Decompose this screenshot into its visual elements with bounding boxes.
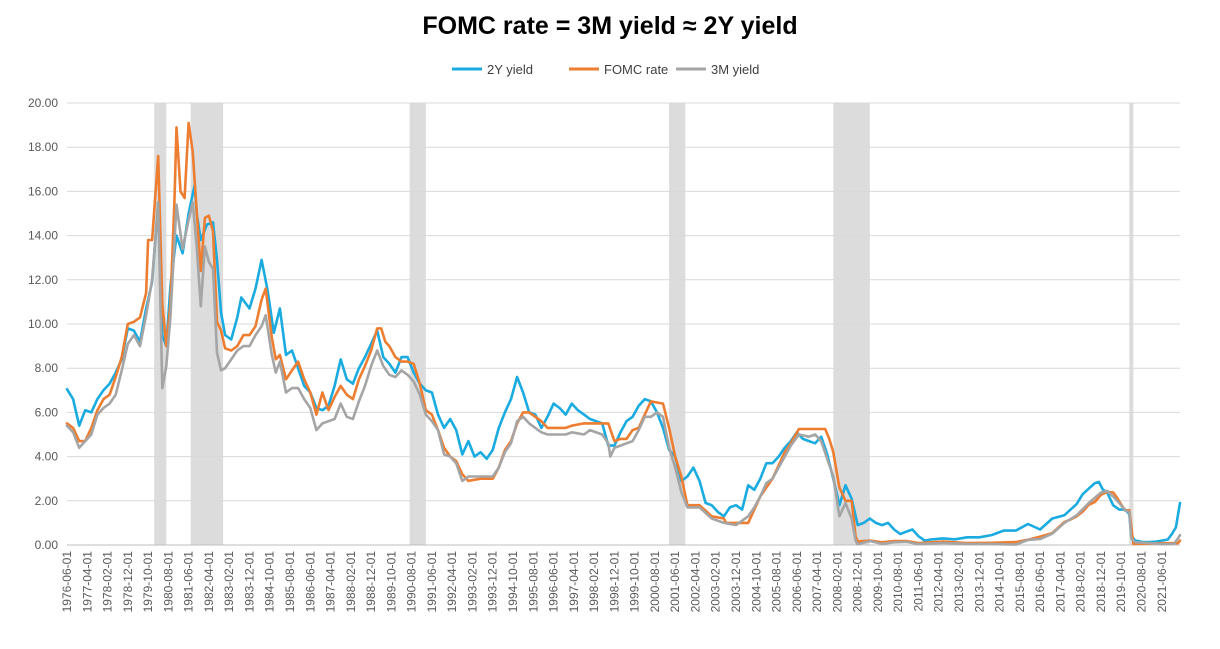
gridlines [67,102,1180,546]
y-tick-label: 0.00 [35,538,59,552]
x-tick-label: 1992-04-01 [445,551,459,613]
legend: 2Y yield FOMC rate 3M yield [452,62,759,77]
x-tick-label: 1976-06-01 [60,551,74,613]
x-tick-label: 2019-10-01 [1114,551,1128,613]
x-tick-label: 1988-02-01 [344,551,358,613]
x-tick-label: 2018-02-01 [1074,551,1088,613]
x-tick-label: 1985-08-01 [283,551,297,613]
y-tick-label: 18.00 [28,140,58,154]
x-tick-label: 1983-12-01 [242,551,256,613]
x-tick-label: 1978-12-01 [121,551,135,613]
x-tick-label: 2013-02-01 [952,551,966,613]
series-line-2 [65,201,1182,546]
x-tick-label: 2003-02-01 [709,551,723,613]
x-tick-label: 2015-08-01 [1013,551,1027,613]
y-tick-label: 20.00 [28,96,58,110]
x-tick-label: 1988-12-01 [364,551,378,613]
x-tick-label: 1977-04-01 [80,551,94,613]
x-tick-label: 1996-06-01 [547,551,561,613]
x-tick-label: 2003-12-01 [729,551,743,613]
x-tick-label: 1987-04-01 [324,551,338,613]
x-tick-label: 1997-04-01 [567,551,581,613]
x-tick-label: 2002-04-01 [688,551,702,613]
x-tick-label: 2013-12-01 [972,551,986,613]
x-tick-label: 1981-06-01 [182,551,196,613]
y-tick-label: 4.00 [35,450,59,464]
x-tick-label: 1990-08-01 [405,551,419,613]
x-tick-label: 2008-12-01 [851,551,865,613]
x-tick-label: 2012-04-01 [932,551,946,613]
x-tick-label: 1983-02-01 [222,551,236,613]
x-tick-label: 1994-10-01 [506,551,520,613]
x-tick-label: 2018-12-01 [1094,551,1108,613]
x-tick-label: 1984-10-01 [263,551,277,613]
x-tick-label: 1999-10-01 [628,551,642,613]
y-tick-label: 10.00 [28,317,58,331]
x-axis-ticks: 1976-06-01 1977-04-01 1978-02-01 1978-12-01… [60,551,1169,613]
x-tick-label: 1982-04-01 [202,551,216,613]
x-tick-label: 1995-08-01 [526,551,540,613]
x-tick-label: 2008-02-01 [830,551,844,613]
x-tick-label: 2006-06-01 [790,551,804,613]
x-tick-label: 1998-12-01 [607,551,621,613]
x-tick-label: 2001-06-01 [668,551,682,613]
y-tick-label: 2.00 [35,494,59,508]
y-axis-ticks: 0.00 2.00 4.00 6.00 8.00 10.00 12.00 14.00 16.00… [28,96,58,552]
x-tick-label: 2016-06-01 [1033,551,1047,613]
x-tick-label: 1998-02-01 [587,551,601,613]
series-lines [65,121,1182,546]
x-tick-label: 1993-12-01 [486,551,500,613]
chart-title: FOMC rate = 3M yield ≈ 2Y yield [422,12,798,40]
y-tick-label: 8.00 [35,361,59,375]
legend-label: FOMC rate [604,62,668,77]
legend-label: 2Y yield [487,62,533,77]
x-tick-label: 2021-06-01 [1155,551,1169,613]
x-tick-label: 2014-10-01 [993,551,1007,613]
x-tick-label: 2020-08-01 [1134,551,1148,613]
y-tick-label: 6.00 [35,405,59,419]
x-tick-label: 2011-06-01 [911,551,925,612]
x-tick-label: 2007-04-01 [810,551,824,613]
y-tick-label: 14.00 [28,229,58,243]
x-tick-label: 2009-10-01 [871,551,885,613]
y-tick-label: 16.00 [28,184,58,198]
x-tick-label: 1986-06-01 [303,551,317,613]
x-tick-label: 2017-04-01 [1053,551,1067,613]
x-tick-label: 1991-06-01 [425,551,439,613]
x-tick-label: 1978-02-01 [101,551,115,613]
x-tick-label: 2010-08-01 [891,551,905,613]
x-tick-label: 1980-08-01 [161,551,175,613]
y-tick-label: 12.00 [28,273,58,287]
legend-label: 3M yield [711,62,759,77]
x-tick-label: 1993-02-01 [465,551,479,613]
x-tick-label: 2000-08-01 [648,551,662,613]
x-tick-label: 1989-10-01 [384,551,398,613]
x-tick-label: 2004-10-01 [749,551,763,613]
x-tick-label: 2005-08-01 [770,551,784,613]
series-line-0 [65,183,1182,544]
x-tick-label: 1979-10-01 [141,551,155,613]
